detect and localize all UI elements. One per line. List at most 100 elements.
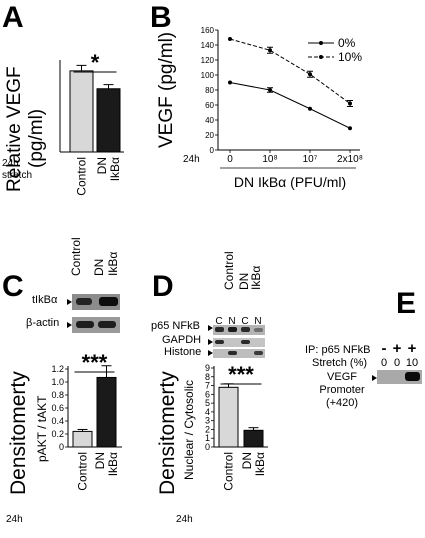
panel-b-x-tick-label: 10⁷ <box>303 154 318 165</box>
panel-b-legend-marker <box>319 55 323 59</box>
panel-b-legend-label: 10% <box>338 50 362 64</box>
panel-b-y-tick-label: 40 <box>205 116 214 125</box>
panel-e-band-label-line2: Promoter <box>319 384 365 396</box>
panel-b-y-tick-label: 80 <box>205 86 214 95</box>
panel-d-blot-col-dn-line2: IkBα <box>249 266 263 290</box>
panel-d-y-tick-label: 4 <box>205 407 210 417</box>
panel-d-blot-band <box>215 340 224 344</box>
panel-a-significance-mark: * <box>91 50 100 75</box>
panel-d-blot-band <box>254 351 263 355</box>
panel-a-bar <box>96 88 121 153</box>
panel-d-blot-row-gapdh: GAPDH <box>162 334 201 346</box>
panel-d-y-tick-label: 7 <box>205 381 210 391</box>
panel-d-y-tick-label: 2 <box>205 424 210 434</box>
panel-label-d: D <box>152 270 174 303</box>
panel-b-legend-marker <box>319 41 323 45</box>
panel-d-category-label: DN <box>240 452 254 469</box>
panel-a-ylabel: Relative VEGF <box>4 66 25 192</box>
panel-b-series <box>228 37 353 131</box>
panel-c-y-tick-label: 0.4 <box>51 416 64 426</box>
panel-a-category-label: IkBα <box>108 157 122 181</box>
panel-c-condition: 24h <box>6 514 23 525</box>
panel-b-x-tick-label: 2x10⁸ <box>337 154 363 165</box>
panel-d-y-tick-label: 0 <box>205 442 210 452</box>
panel-d-significance-mark: *** <box>228 362 254 387</box>
panel-c-bar <box>72 430 93 448</box>
panel-e-sign: + <box>408 340 417 357</box>
panel-d-blot-band <box>241 340 250 344</box>
panel-d-ylabel-sub: Nuclear / Cytosolic <box>182 380 196 480</box>
panel-b-point <box>228 37 232 41</box>
panel-c-y-tick-label: 1.2 <box>51 364 64 374</box>
panel-b-y-tick-label: 120 <box>201 56 215 65</box>
panel-d-y-tick-label: 5 <box>205 398 210 408</box>
panel-c: C Control DN IkBα tIkBα β-actin 00.20.40… <box>2 237 122 525</box>
panel-c-blot-col-control: Control <box>69 237 83 276</box>
panel-a-bars: * <box>69 50 121 153</box>
panel-c-significance-mark: *** <box>82 350 108 375</box>
panel-b-point <box>308 106 312 111</box>
panel-d-category-label: Control <box>222 452 236 491</box>
panel-d-bars: *** <box>218 362 264 448</box>
panel-d-y-tick-label: 1 <box>205 433 210 443</box>
panel-b-series-line <box>229 82 351 129</box>
panel-d-row-marker <box>208 325 213 331</box>
panel-d-blot-row-histone: Histone <box>164 346 201 358</box>
panel-d-blot-strip-gapdh <box>213 338 265 347</box>
panel-d-condition: 24h <box>176 514 193 525</box>
panel-c-category-label: DN <box>93 452 107 469</box>
panel-d-lane-label: C <box>241 316 248 327</box>
panel-b-condition: 24h <box>183 154 200 165</box>
panel-d-category-label: IkBα <box>253 452 267 476</box>
panel-d-blot-band <box>215 327 224 332</box>
panel-d-y-tick-label: 9 <box>205 363 210 373</box>
panel-d-blot-band <box>228 351 237 355</box>
panel-b-series-line <box>229 38 351 104</box>
panel-c-category-label: IkBα <box>106 452 120 476</box>
panel-d-blot-band <box>228 327 237 332</box>
panel-d-y-tick-label: 3 <box>205 416 210 426</box>
panel-c-y-tick-label: 1.0 <box>51 377 64 387</box>
panel-b-x-tick-label: 10⁸ <box>262 154 277 165</box>
panel-e-stretch-value: 0 <box>394 357 400 369</box>
panel-d-blot-col-dn-line1: DN <box>237 273 251 290</box>
panel-label-a: A <box>2 1 24 34</box>
panel-d-bar <box>243 429 264 448</box>
panel-b-xlabel: DN IkBα (PFU/ml) <box>234 174 346 190</box>
panel-c-blot-band <box>99 297 118 306</box>
panel-c-blot-band <box>76 321 94 328</box>
panel-d-y-tick-label: 6 <box>205 389 210 399</box>
panel-e-band-label-line3: (+420) <box>326 397 358 409</box>
panel-b-point <box>348 126 352 131</box>
panel-a-category-label: DN <box>95 157 109 174</box>
panel-e-blot-band <box>405 372 420 381</box>
panel-e-stretch-label: Stretch (%) <box>312 357 367 369</box>
panel-c-category-label: Control <box>76 452 90 491</box>
panel-b: B VEGF (pg/ml) 0 20 40 60 80 100 120 140 160 0 10… <box>150 1 363 190</box>
panel-c-y-tick-label: 0.6 <box>51 403 64 413</box>
panel-b-legend-label: 0% <box>338 36 356 50</box>
panel-d-ylabel: Densitomerty <box>156 371 179 495</box>
panel-e: E IP: p65 NFkB - + + Stretch (%) 0 0 10 … <box>305 287 422 409</box>
panel-b-point <box>228 80 232 85</box>
panel-a-category-label: Control <box>75 157 89 196</box>
panel-d-lane-label: C <box>215 316 222 327</box>
panel-e-band-label-line1: VEGF <box>327 371 357 383</box>
panel-e-sign: + <box>393 340 402 357</box>
panel-c-y-tick-label: 0.2 <box>51 429 64 439</box>
panel-b-y-tick-label: 0 <box>210 146 215 155</box>
panel-e-sign: - <box>382 340 387 357</box>
panel-c-bars: *** <box>72 350 117 448</box>
panel-label-c: C <box>2 270 24 303</box>
panel-e-stretch-value: 0 <box>381 357 387 369</box>
panel-c-y-ticks: 0 0.2 0.4 0.6 0.8 1.0 1.2 <box>51 364 68 452</box>
panel-c-category-labels: Control DN IkBα <box>76 452 121 491</box>
panel-a-category-labels: Control DN IkBα <box>75 157 123 196</box>
panel-e-stretch-value: 10 <box>406 357 418 369</box>
panel-d-blot-band <box>241 327 250 332</box>
panel-d: D Control DN IkBα C N C N p65 NFkB GAPDH… <box>151 251 268 525</box>
panel-b-point <box>268 88 272 92</box>
panel-d-blot-strip-histone <box>213 349 265 358</box>
